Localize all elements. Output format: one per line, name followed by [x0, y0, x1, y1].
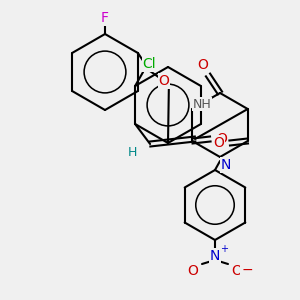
Text: −: −: [241, 263, 253, 277]
Text: Cl: Cl: [142, 57, 156, 71]
Text: N: N: [210, 249, 220, 263]
Text: O: O: [232, 264, 242, 278]
Text: O: O: [213, 136, 224, 150]
Text: O: O: [216, 132, 227, 146]
Text: O: O: [158, 74, 169, 88]
Text: O: O: [198, 58, 208, 72]
Text: NH: NH: [193, 98, 212, 110]
Text: H: H: [128, 146, 137, 158]
Text: N: N: [221, 158, 231, 172]
Text: +: +: [220, 244, 228, 254]
Text: F: F: [101, 11, 109, 25]
Text: O: O: [188, 264, 198, 278]
